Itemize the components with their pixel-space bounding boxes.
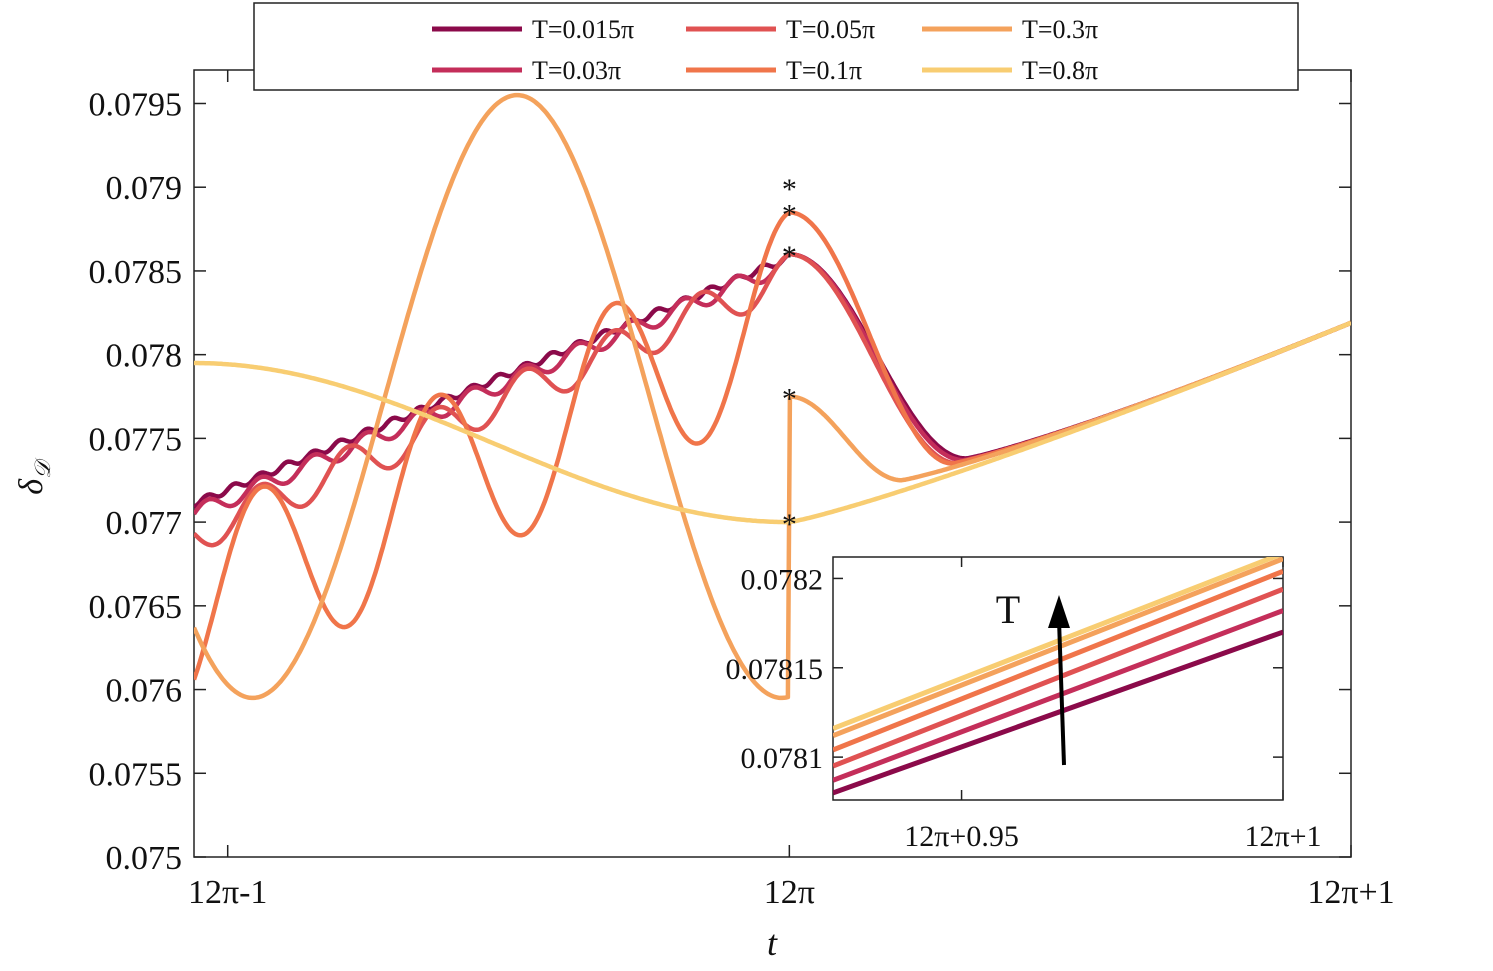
inset-y-tick-label: 0.07815 <box>726 653 824 686</box>
y-tick-label: 0.0775 <box>89 421 183 458</box>
y-tick-label: 0.0755 <box>89 756 183 793</box>
x-axis-label: t <box>767 923 778 963</box>
inset-ticks <box>833 557 1284 800</box>
y-tick-label: 0.0765 <box>89 589 183 626</box>
inset-x-tick-label: 12π+0.95 <box>904 820 1019 853</box>
inset-annotation: T <box>996 587 1020 632</box>
y-tick-label: 0.0795 <box>89 86 183 123</box>
inset-arrow-icon <box>1057 619 1066 766</box>
legend-label: T=0.8π <box>1022 56 1098 85</box>
inset-series-line <box>833 568 1283 753</box>
x-tick-label: 12π+1 <box>1307 874 1394 911</box>
star-marker: * <box>782 173 797 206</box>
legend-label: T=0.3π <box>1022 15 1098 44</box>
y-tick-label: 0.078 <box>106 338 183 375</box>
inset-series-line <box>833 629 1283 796</box>
main-tick-labels: 0.075 0.0755 0.076 0.0765 0.077 0.0775 0.078 0.… <box>89 86 1395 911</box>
legend-label: T=0.015π <box>532 15 634 44</box>
star-marker: * <box>782 198 797 231</box>
star-marker: * <box>782 508 797 541</box>
main-markers: ****** <box>782 173 797 541</box>
legend-label: T=0.1π <box>786 56 862 85</box>
y-tick-label: 0.076 <box>106 673 183 710</box>
star-marker: * <box>782 240 797 273</box>
main-lines <box>194 92 1351 701</box>
y-tick-label: 0.079 <box>106 170 183 207</box>
legend-box <box>253 2 1299 91</box>
legend: T=0.015π T=0.03π T=0.05π T=0.1π T=0.3π T=0.8π <box>432 15 1098 85</box>
inset-y-tick-label: 0.0782 <box>741 563 824 596</box>
inset-series-line <box>833 608 1283 783</box>
inset-arrow-head-icon <box>1048 595 1070 628</box>
y-tick-label: 0.0785 <box>89 254 183 291</box>
legend-label: T=0.05π <box>786 15 875 44</box>
y-tick-label: 0.075 <box>106 840 183 877</box>
inset-y-tick-label: 0.0781 <box>741 742 824 775</box>
main-ticks <box>194 70 1352 858</box>
inset-series-line <box>833 586 1283 769</box>
inset-tick-labels: 0.0781 0.07815 0.0782 12π+0.95 12π+1 <box>726 563 1322 853</box>
star-marker: * <box>782 240 797 273</box>
star-marker: * <box>782 383 797 416</box>
y-tick-label: 0.077 <box>106 505 183 542</box>
x-tick-label: 12π <box>764 874 815 911</box>
x-tick-label: 12π-1 <box>188 874 268 911</box>
legend-label: T=0.03π <box>532 56 621 85</box>
series-line <box>194 320 1351 525</box>
inset-x-tick-label: 12π+1 <box>1244 820 1321 853</box>
y-axis-label: δ𝒟 <box>13 457 55 495</box>
